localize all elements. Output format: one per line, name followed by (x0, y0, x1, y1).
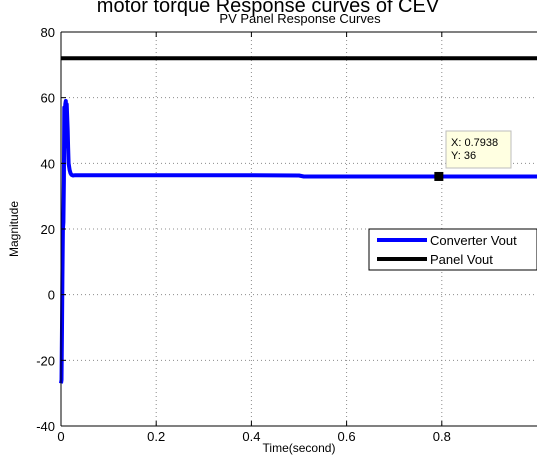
legend-label-panel: Panel Vout (430, 252, 493, 267)
y-tick-label: 40 (41, 156, 55, 171)
y-tick-label: 60 (41, 91, 55, 106)
series-group (59, 56, 537, 384)
x-tick-label: 0.4 (242, 429, 260, 444)
legend-box (368, 228, 537, 271)
y-tick-label: 20 (41, 222, 55, 237)
x-tick-label: 0.6 (338, 429, 356, 444)
datatip-x-text: X: 0.7938 (451, 137, 498, 149)
datatip-marker (434, 171, 444, 181)
chart-title: PV Panel Response Curves (219, 11, 381, 26)
datatip-y-text: Y: 36 (451, 150, 476, 162)
overlay-title-text: motor torque Response curves of CEV (97, 0, 440, 17)
x-tick-label: 0 (57, 429, 64, 444)
datatip-box (445, 130, 512, 169)
legend: Converter Vout Panel Vout (368, 228, 537, 271)
series-converter-vout-line (59, 99, 537, 384)
y-axis-label: Magnitude (7, 201, 21, 257)
datatip[interactable]: X: 0.7938 Y: 36 (434, 130, 512, 181)
ticks: 0 0.2 0.4 0.6 0.8 -40 -20 0 20 40 60 80 (36, 25, 451, 444)
legend-label-converter: Converter Vout (430, 233, 517, 248)
y-tick-label: -20 (36, 353, 55, 368)
x-axis-label: Time(second) (263, 441, 336, 455)
y-tick-label: 80 (41, 25, 55, 40)
x-tick-label: 0.8 (433, 429, 451, 444)
y-tick-label: -40 (36, 419, 55, 434)
x-tick-label: 0.2 (147, 429, 165, 444)
y-tick-label: 0 (48, 288, 55, 303)
